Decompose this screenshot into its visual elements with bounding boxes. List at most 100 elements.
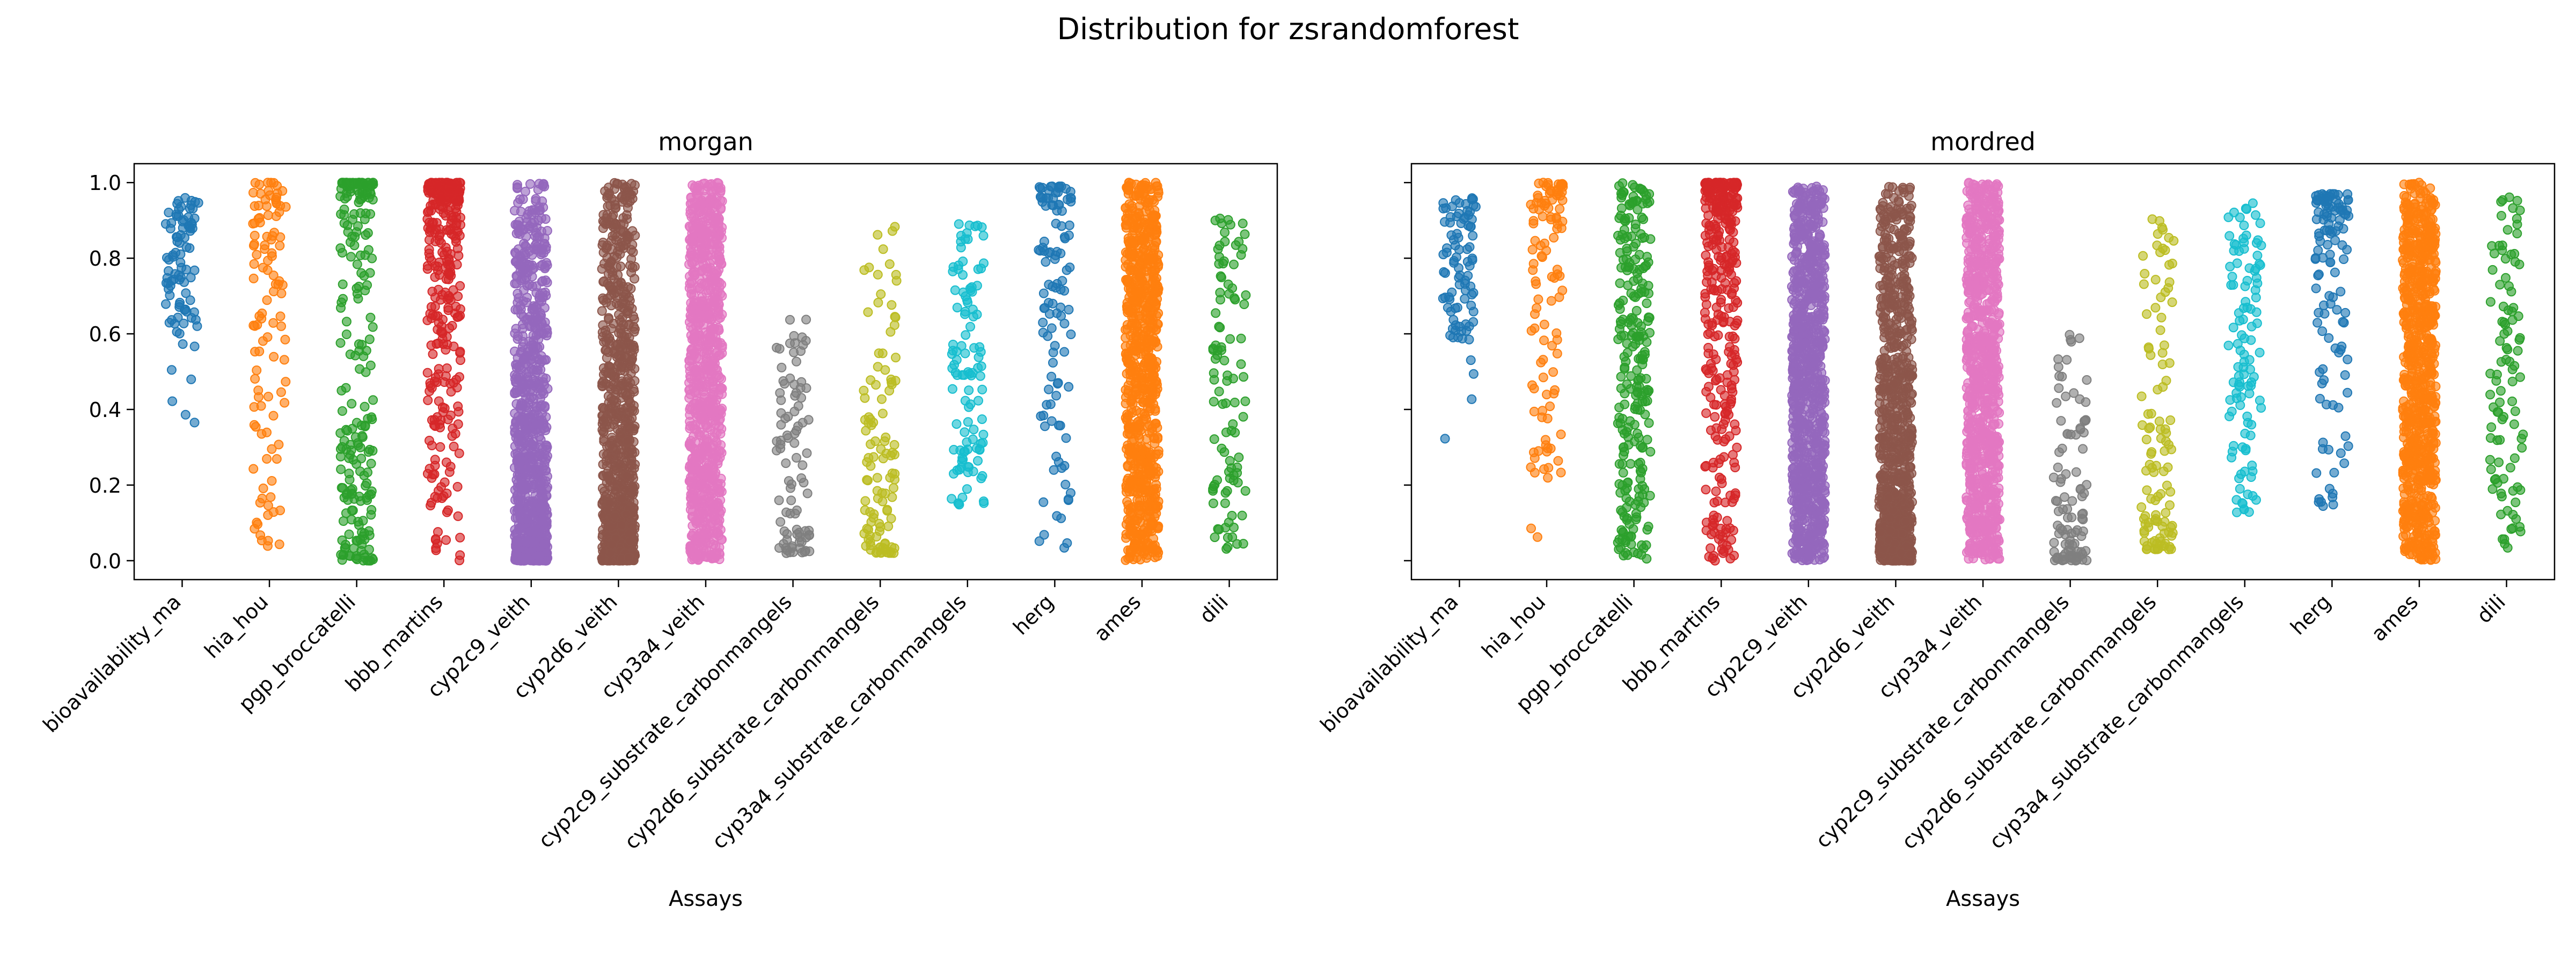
data-point <box>686 345 696 355</box>
data-point <box>275 232 286 242</box>
data-point <box>1125 476 1135 486</box>
data-point <box>1548 367 1558 377</box>
data-point <box>368 554 378 565</box>
data-point <box>263 510 273 520</box>
data-point <box>364 545 374 554</box>
data-point <box>1133 187 1144 197</box>
data-point <box>706 332 715 342</box>
data-point <box>1208 498 1218 508</box>
data-point <box>1225 334 1235 344</box>
data-point <box>598 546 608 556</box>
data-point <box>271 197 281 207</box>
data-point <box>268 318 279 328</box>
data-point <box>625 536 635 546</box>
data-point <box>602 471 612 481</box>
data-point <box>451 213 462 222</box>
data-point <box>347 399 357 409</box>
data-point <box>444 467 455 477</box>
data-point <box>335 444 346 454</box>
data-point <box>178 216 188 226</box>
data-point <box>686 436 696 446</box>
data-point <box>1129 358 1139 369</box>
data-point <box>1050 341 1060 351</box>
data-point <box>445 224 456 235</box>
data-point <box>1148 519 1158 530</box>
data-point <box>960 447 970 457</box>
data-point <box>1229 259 1239 269</box>
data-point <box>800 526 810 536</box>
data-point <box>447 431 457 441</box>
data-point <box>1039 530 1049 540</box>
data-point <box>890 222 900 232</box>
data-point <box>542 451 552 461</box>
data-point <box>518 336 528 347</box>
data-point <box>877 408 888 419</box>
data-point <box>273 279 283 289</box>
data-point <box>534 202 544 212</box>
data-point <box>540 401 550 411</box>
data-point <box>891 276 902 286</box>
data-point <box>1038 327 1048 338</box>
data-point <box>1552 335 1562 345</box>
data-point <box>1041 201 1051 211</box>
data-point <box>1536 251 1547 261</box>
data-point <box>252 250 262 260</box>
data-point <box>1035 183 1045 193</box>
data-point <box>1526 523 1536 533</box>
data-point <box>606 522 617 532</box>
data-point <box>530 518 540 528</box>
data-point <box>891 353 901 363</box>
data-point <box>608 442 618 452</box>
data-point <box>189 213 200 223</box>
data-point <box>947 363 957 374</box>
data-point <box>1216 271 1226 281</box>
data-point <box>977 414 987 425</box>
data-point <box>774 495 784 506</box>
data-point <box>266 492 276 502</box>
data-point <box>352 259 362 269</box>
data-point <box>425 252 435 262</box>
data-point <box>1139 535 1150 545</box>
data-point <box>281 377 291 387</box>
data-point <box>601 345 611 355</box>
data-point <box>1124 199 1135 209</box>
data-point <box>685 233 696 244</box>
data-point <box>880 488 890 499</box>
data-point <box>1529 453 1540 463</box>
series-cyp2c9_substrate_carbonmangels <box>772 314 815 558</box>
data-point <box>973 363 983 373</box>
data-point <box>338 516 348 526</box>
data-point <box>690 328 700 338</box>
data-point <box>362 280 372 290</box>
data-point <box>437 402 448 412</box>
data-point <box>514 362 524 372</box>
data-point <box>176 201 186 211</box>
data-point <box>537 415 547 425</box>
data-point <box>962 484 972 494</box>
data-point <box>1049 465 1059 475</box>
data-point <box>165 281 175 291</box>
data-point <box>175 258 186 268</box>
data-point <box>535 342 545 352</box>
data-point <box>453 291 463 302</box>
data-point <box>1440 434 1450 444</box>
data-point <box>703 468 713 478</box>
data-point <box>264 392 273 401</box>
data-point <box>1214 252 1224 262</box>
data-point <box>1224 467 1234 477</box>
data-point <box>1150 545 1160 555</box>
data-point <box>1054 200 1064 210</box>
data-point <box>528 281 538 291</box>
figure-title: Distribution for zsrandomforest <box>1057 12 1519 46</box>
data-point <box>255 530 266 540</box>
data-point <box>189 307 199 317</box>
data-point <box>1051 391 1062 401</box>
data-point <box>598 295 609 305</box>
data-point <box>364 526 374 536</box>
data-point <box>621 289 631 299</box>
data-point <box>347 515 356 525</box>
data-point <box>777 362 787 372</box>
data-point <box>1136 224 1146 235</box>
data-point <box>358 531 368 541</box>
data-point <box>267 476 277 486</box>
